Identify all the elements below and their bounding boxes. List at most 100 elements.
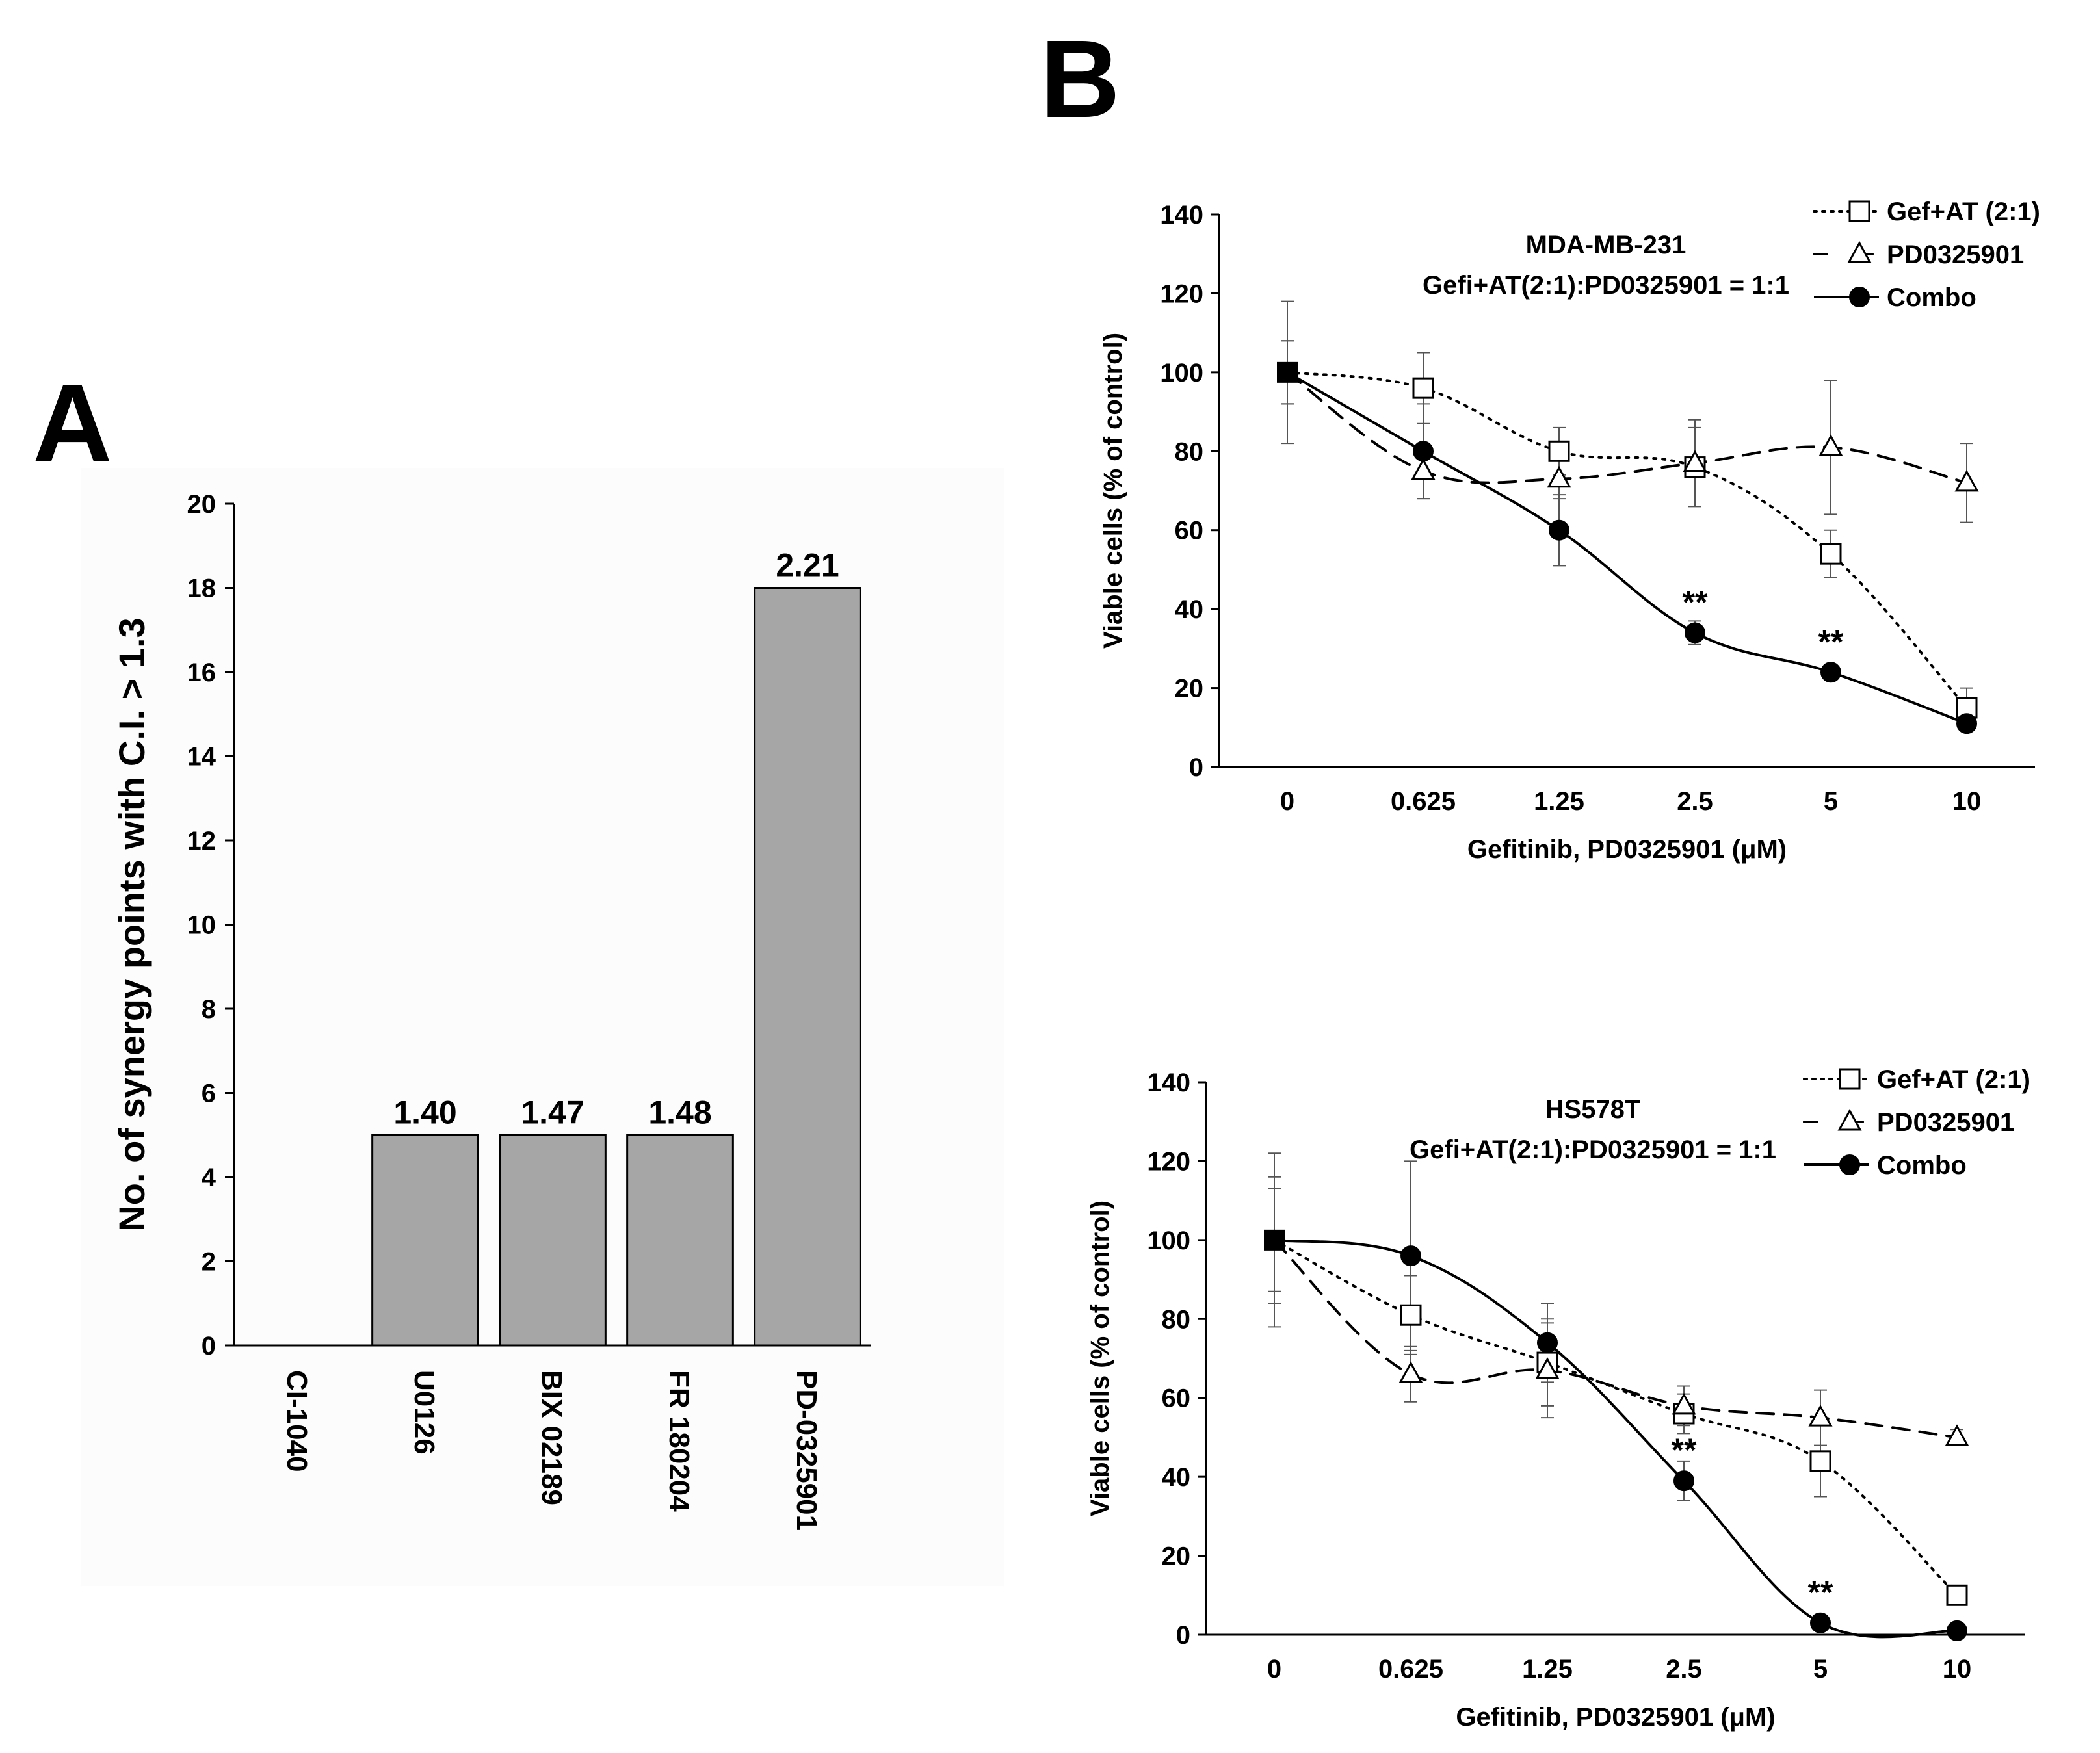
y-tick-label: 20 bbox=[187, 490, 217, 519]
y-tick-label: 40 bbox=[1162, 1463, 1191, 1492]
y-tick-label: 140 bbox=[1160, 201, 1203, 229]
y-tick-label: 60 bbox=[1175, 517, 1204, 545]
legend-label: Gef+AT (2:1) bbox=[1877, 1065, 2030, 1094]
legend-entry: PD0325901 bbox=[1803, 1108, 2014, 1137]
y-tick-label: 120 bbox=[1160, 279, 1203, 308]
y-tick-label: 0 bbox=[202, 1332, 216, 1360]
y-tick-label: 0 bbox=[1189, 753, 1203, 782]
category-label: PD-0325901 bbox=[791, 1370, 822, 1531]
x-tick-label: 10 bbox=[1943, 1655, 1972, 1683]
x-tick-label: 2.5 bbox=[1677, 787, 1713, 816]
x-tick-label: 10 bbox=[1952, 787, 1982, 816]
significance-annotation: ** bbox=[1683, 584, 1708, 621]
legend-entry: Combo bbox=[1804, 1151, 1967, 1180]
legend-label: PD0325901 bbox=[1887, 240, 2024, 269]
panel-label-b: B bbox=[1040, 18, 1120, 141]
data-point bbox=[1535, 1357, 1560, 1379]
category-label: FR 180204 bbox=[663, 1370, 695, 1512]
panel-label-a: A bbox=[33, 362, 112, 486]
data-point bbox=[1537, 1332, 1558, 1353]
y-tick-label: 100 bbox=[1147, 1227, 1190, 1255]
series-line bbox=[1286, 370, 1968, 484]
line-chart-hs578t: 0 20 40 60 80 100 120 140 0 0.625 1.25 2.5 5 10 Gefiti… bbox=[1086, 1065, 2030, 1732]
legend-marker bbox=[1839, 1154, 1860, 1175]
legend-entry: Gef+AT (2:1) bbox=[1813, 198, 2040, 226]
y-tick-label: 20 bbox=[1175, 675, 1204, 703]
bar-data-label: 1.48 bbox=[648, 1094, 711, 1130]
legend-label: Combo bbox=[1877, 1151, 1967, 1180]
bar-data-label: 1.47 bbox=[521, 1094, 584, 1130]
y-tick-label: 120 bbox=[1147, 1147, 1190, 1176]
series-line bbox=[1286, 370, 1968, 709]
data-point bbox=[1398, 1361, 1423, 1383]
bar-data-label: 2.21 bbox=[776, 547, 839, 584]
data-point bbox=[1945, 1424, 1969, 1446]
category-label: U0126 bbox=[408, 1370, 440, 1455]
y-tick-label: 60 bbox=[1162, 1384, 1191, 1413]
legend-label: Combo bbox=[1887, 283, 1976, 312]
series-line bbox=[1273, 1238, 1958, 1439]
legend-entry: Gef+AT (2:1) bbox=[1803, 1065, 2030, 1094]
y-tick-label: 10 bbox=[187, 911, 217, 940]
y-tick-label: 0 bbox=[1176, 1621, 1190, 1650]
data-point bbox=[1683, 450, 1707, 472]
y-tick-label: 100 bbox=[1160, 359, 1203, 387]
x-tick-label: 1.25 bbox=[1522, 1655, 1573, 1683]
y-axis-title: Viable cells (% of control) bbox=[1086, 1201, 1114, 1516]
x-tick-label: 2.5 bbox=[1666, 1655, 1702, 1683]
data-point bbox=[1672, 1392, 1696, 1415]
y-tick-label: 2 bbox=[202, 1248, 216, 1277]
series-line bbox=[1286, 371, 1967, 725]
data-point bbox=[1412, 377, 1434, 399]
bar bbox=[754, 587, 861, 1347]
legend-marker bbox=[1839, 1068, 1861, 1090]
y-tick-label: 80 bbox=[1162, 1305, 1191, 1334]
y-tick-label: 4 bbox=[202, 1163, 217, 1192]
data-point bbox=[1946, 1584, 1968, 1606]
legend-marker bbox=[1837, 1108, 1862, 1131]
data-point bbox=[1954, 469, 1979, 492]
x-tick-label: 0.625 bbox=[1378, 1655, 1443, 1683]
x-tick-label: 0 bbox=[1267, 1655, 1281, 1683]
chart-subtitle: Gefi+AT(2:1):PD0325901 = 1:1 bbox=[1410, 1136, 1776, 1164]
data-point bbox=[1818, 434, 1843, 456]
chart-title: MDA-MB-231 bbox=[1526, 231, 1687, 259]
bar bbox=[371, 1134, 479, 1347]
data-point bbox=[1947, 1620, 1967, 1641]
y-tick-label: 8 bbox=[202, 995, 216, 1024]
data-point bbox=[1820, 543, 1842, 565]
y-tick-label: 140 bbox=[1147, 1069, 1190, 1097]
data-point bbox=[1548, 440, 1570, 462]
y-tick-label: 80 bbox=[1175, 437, 1204, 466]
bar-chart-synergy: 0 2 4 6 8 10 12 14 16 18 20 No. of synergy points w… bbox=[111, 490, 871, 1531]
x-tick-label: 5 bbox=[1824, 787, 1838, 816]
x-tick-label: 5 bbox=[1813, 1655, 1828, 1683]
chart-subtitle: Gefi+AT(2:1):PD0325901 = 1:1 bbox=[1423, 271, 1789, 300]
significance-annotation: ** bbox=[1808, 1574, 1833, 1611]
data-point bbox=[1549, 519, 1569, 541]
x-axis-title: Gefitinib, PD0325901 (μM) bbox=[1456, 1703, 1775, 1732]
bar-data-label: 1.40 bbox=[393, 1094, 456, 1130]
x-tick-label: 0.625 bbox=[1391, 787, 1456, 816]
legend-entry: PD0325901 bbox=[1813, 240, 2024, 269]
category-label: CI-1040 bbox=[281, 1370, 313, 1472]
x-tick-label: 0 bbox=[1280, 787, 1294, 816]
y-tick-label: 6 bbox=[202, 1080, 216, 1108]
data-point bbox=[1673, 1470, 1694, 1492]
y-tick-label: 14 bbox=[187, 743, 217, 772]
series-line bbox=[1273, 1238, 1958, 1597]
legend-marker bbox=[1848, 200, 1870, 222]
bar bbox=[626, 1134, 734, 1347]
legend-label: PD0325901 bbox=[1877, 1108, 2014, 1137]
legend-marker bbox=[1847, 240, 1872, 263]
data-point bbox=[1808, 1404, 1833, 1427]
data-point bbox=[1400, 1304, 1422, 1326]
x-axis-title: Gefitinib, PD0325901 (μM) bbox=[1467, 835, 1787, 864]
bar bbox=[499, 1134, 607, 1347]
significance-annotation: ** bbox=[1672, 1432, 1697, 1468]
data-point bbox=[1820, 662, 1841, 683]
x-tick-label: 1.25 bbox=[1534, 787, 1584, 816]
data-point bbox=[1809, 1450, 1831, 1472]
data-point bbox=[1810, 1612, 1831, 1633]
